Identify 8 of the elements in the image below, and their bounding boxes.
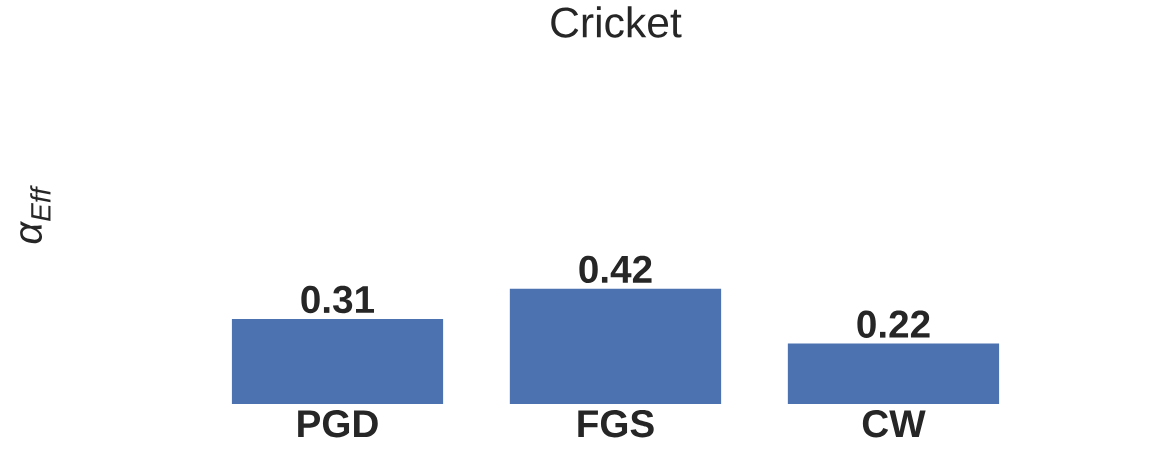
data-label: 0.42 (579, 255, 652, 284)
data-label: 0.22 (857, 310, 930, 338)
x-tick-label: CW (862, 410, 926, 438)
x-tick-label: PGD (298, 410, 378, 438)
y-axis-title: α$_{Eff}$ (20, 185, 51, 244)
data-label: 0.31 (301, 285, 375, 314)
x-tick-label: FGS (578, 410, 654, 438)
chart-title: Cricket (551, 6, 682, 38)
